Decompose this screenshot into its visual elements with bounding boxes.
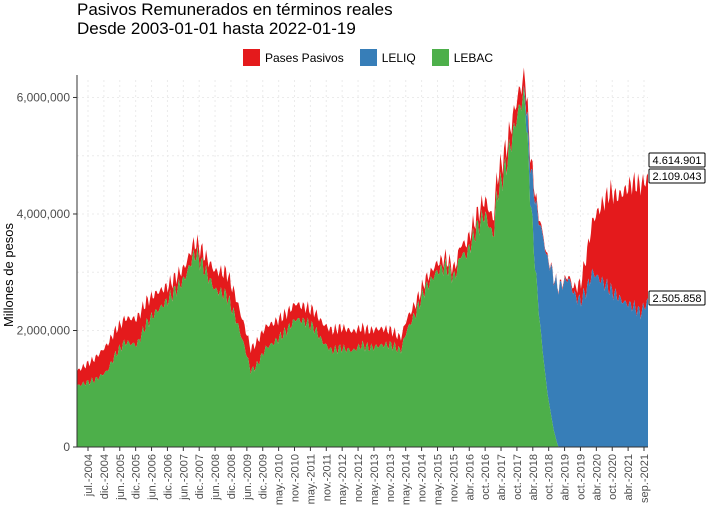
legend-swatch-leliq	[359, 49, 377, 66]
legend-swatch-lebac	[431, 49, 449, 66]
x-tick-label: dic.-2008	[226, 454, 238, 499]
axes: 0 2,000,000 4,000,000 6,000,000 jul.-2004 dic…	[17, 75, 651, 505]
area-series	[77, 67, 648, 447]
x-tick-label: abr.-2019	[560, 454, 572, 500]
x-tick-label: nov.-2014	[417, 454, 429, 502]
legend-swatch-pases	[243, 49, 260, 66]
x-tick-label: may.-2011	[305, 454, 317, 504]
value-annotation: 4.614.901	[648, 152, 706, 168]
legend-label-lebac: LEBAC	[453, 50, 494, 65]
y-tick-label: 0	[63, 440, 70, 454]
value-annotation-text: 2.505.858	[653, 293, 702, 305]
y-tick-label: 2,000,000	[17, 323, 71, 337]
x-tick-label: dic.-2006	[162, 454, 174, 499]
x-tick-label: jun.-2006	[147, 454, 159, 501]
x-tick-label: oct.-2017	[512, 454, 524, 500]
x-tick-label: abr.-2021	[623, 454, 635, 500]
x-tick-label: abr.-2016	[464, 454, 476, 500]
x-tick-label: jun.-2005	[115, 454, 127, 501]
x-tick-label: nov.-2012	[353, 454, 365, 502]
legend-label-pases: Pases Pasivos	[265, 50, 344, 65]
value-annotation: 2.109.043	[648, 168, 706, 184]
x-tick-label: may.-2010	[274, 454, 286, 505]
x-tick-label: dic.-2009	[258, 454, 270, 499]
x-tick-label: sep.-2021	[639, 454, 651, 503]
legend-item-lebac: LEBAC	[431, 49, 494, 66]
legend-item-leliq: LELIQ	[359, 49, 416, 66]
x-tick-label: nov.-2011	[321, 454, 333, 501]
value-annotation-text: 2.109.043	[653, 171, 702, 183]
x-tick-label: abr.-2017	[496, 454, 508, 500]
x-tick-label: abr.-2020	[591, 454, 603, 500]
x-tick-label: oct.-2019	[575, 454, 587, 500]
x-tick-label: dic.-2007	[194, 454, 206, 499]
legend-label-leliq: LELIQ	[381, 50, 416, 65]
x-tick-label: oct.-2016	[480, 454, 492, 500]
y-axis-label: Millones de pesos	[1, 222, 16, 327]
legend-item-pases: Pases Pasivos	[243, 49, 344, 66]
x-tick-label: abr.-2018	[528, 454, 540, 500]
x-tick-label: jun.-2008	[210, 454, 222, 501]
x-tick-label: oct.-2018	[544, 454, 556, 500]
x-tick-label: nov.-2015	[448, 454, 460, 502]
x-tick-label: may.-2014	[401, 454, 413, 505]
value-annotation: 2.505.858	[648, 290, 706, 306]
chart-title: Pasivos Remunerados en términos reales D…	[77, 0, 393, 38]
x-tick-label: dic.-2005	[131, 454, 143, 499]
series-pases-pasivos-area	[77, 67, 648, 387]
x-tick-label: dic.-2004	[99, 454, 111, 499]
annotations: 4.614.901 2.109.043 2.505.858	[648, 152, 706, 306]
legend: Pases Pasivos LELIQ LEBAC	[243, 49, 509, 66]
x-tick-label: oct.-2020	[607, 454, 619, 500]
x-tick-label: may.-2015	[432, 454, 444, 505]
x-tick-label: nov.-2010	[290, 454, 302, 502]
y-tick-label: 4,000,000	[17, 207, 71, 221]
x-tick-label: jul.-2004	[83, 454, 95, 497]
x-tick-label: nov.-2013	[385, 454, 397, 502]
series-leliq-area	[77, 85, 648, 447]
x-tick-label: jun.-2009	[242, 454, 254, 501]
x-tick-label: may.-2013	[369, 454, 381, 505]
x-tick-label: jun.-2007	[178, 454, 190, 501]
y-tick-label: 6,000,000	[17, 90, 71, 104]
x-tick-label: may.-2012	[337, 454, 349, 505]
value-annotation-text: 4.614.901	[653, 155, 702, 167]
series-lebac-area	[77, 87, 648, 447]
